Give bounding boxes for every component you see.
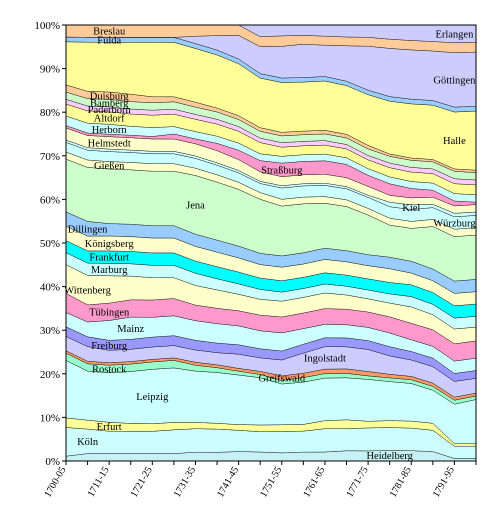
series-label: Würzburg (433, 219, 476, 230)
y-tick-label: 80% (40, 107, 60, 119)
series-label: Greifswald (258, 374, 305, 385)
x-tick-label: 1751-55 (258, 465, 284, 499)
series-labels: Heidelberg Köln Erfurt Leipzig Rostock Greifs… (64, 27, 476, 463)
series-label: Gießen (94, 161, 125, 172)
y-tick-label: 60% (40, 194, 60, 206)
series-label: Heidelberg (366, 451, 413, 462)
x-tick-label: 1731-35 (172, 465, 198, 499)
x-tick-labels: 1700-05 1711-15 1721-25 1731-35 1741-45 1751-… (42, 465, 457, 499)
x-tick-label: 1700-05 (42, 465, 68, 499)
x-tick-label: 1721-25 (129, 465, 155, 499)
y-tick-labels: 0% 10% 20% 30% 40% 50% 60% 70% 80% 90% 100% (34, 20, 60, 468)
y-tick-label: 70% (40, 151, 60, 163)
series-label: Frankfurt (89, 253, 129, 264)
y-tick-label: 0% (45, 456, 60, 468)
series-label: Kiel (402, 203, 420, 214)
series-label: Mainz (117, 324, 144, 335)
series-label: Königsberg (85, 239, 135, 250)
series-label: Straßburg (261, 165, 303, 176)
series-label: Wittenberg (64, 286, 111, 297)
series-label: Duisburg (90, 91, 130, 102)
series-bands (65, 24, 477, 462)
x-tick-label: 1741-45 (215, 465, 241, 499)
x-tick-label: 1781-85 (388, 465, 414, 499)
y-tick-label: 20% (40, 369, 60, 381)
x-tick-label: 1761-65 (301, 465, 327, 499)
y-tick-label: 40% (40, 282, 60, 294)
series-label: Halle (443, 136, 466, 147)
series-label: Marburg (91, 265, 128, 276)
series-label: Ingolstadt (304, 353, 346, 364)
y-tick-label: 10% (40, 412, 60, 424)
series-label: Altdorf (94, 114, 125, 125)
series-label: Rostock (92, 364, 127, 375)
series-label: Herborn (92, 125, 128, 136)
axes (62, 24, 477, 465)
series-label: Köln (77, 437, 99, 448)
y-tick-label: 100% (34, 20, 60, 32)
series-label: Jena (186, 200, 205, 211)
series-label: Erfurt (97, 422, 122, 433)
series-label: Erlangen (435, 29, 474, 40)
y-tick-label: 30% (40, 325, 60, 337)
series-label: Tübingen (89, 307, 130, 318)
series-label: Bamberg (90, 99, 129, 110)
series-label: Fulda (97, 35, 121, 46)
series-label: Breslau (93, 27, 126, 38)
series-label: Helmstedt (88, 138, 131, 149)
series-label: Paderborn (88, 105, 132, 116)
x-tick-label: 1771-75 (345, 465, 371, 499)
x-tick-label: 1791-95 (431, 465, 457, 499)
series-label: Freiburg (91, 341, 128, 352)
y-tick-label: 90% (40, 64, 60, 76)
series-label: Göttingen (433, 75, 476, 86)
series-label: Dillingen (68, 224, 108, 235)
x-tick-label: 1711-15 (86, 465, 112, 499)
y-tick-label: 50% (40, 238, 60, 250)
series-label: Leipzig (136, 392, 169, 403)
